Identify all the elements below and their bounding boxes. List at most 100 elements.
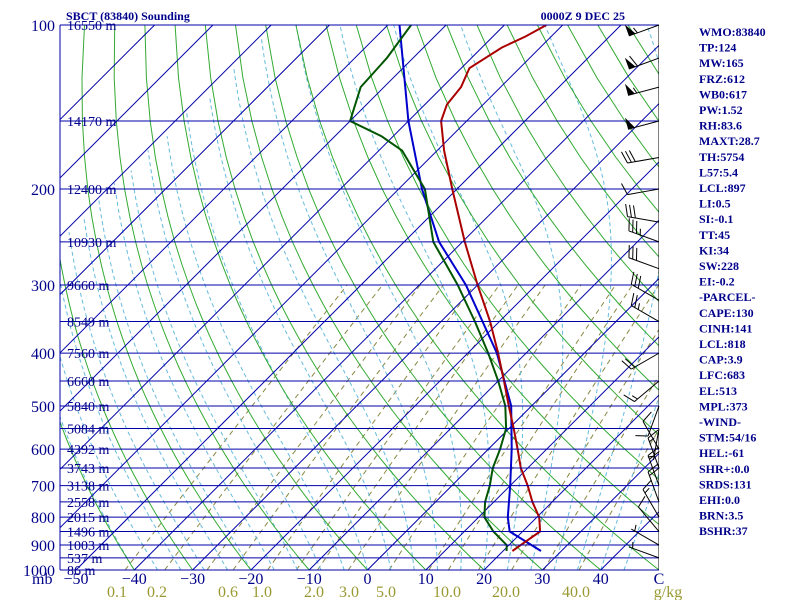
wind-barb-flag	[624, 83, 635, 96]
mixing-ratio-tick-label: 0.6	[218, 584, 238, 600]
index-entry: WB0:617	[699, 87, 747, 101]
index-entry: LCL:818	[699, 337, 746, 351]
dry-adiabat	[536, 25, 659, 213]
mixing-ratio-tick-label: 5.0	[376, 584, 396, 600]
height-label: 5840 m	[67, 400, 110, 415]
temperature-tick-label: −20	[238, 571, 263, 588]
pressure-tick-label: 700	[31, 479, 55, 496]
moist-adiabat	[98, 200, 252, 570]
mixing-ratio-line	[511, 328, 659, 570]
isotherm-line	[542, 452, 659, 570]
isotherm-line	[192, 102, 659, 570]
wind-barb-full	[642, 479, 652, 490]
wind-barb-full	[629, 55, 638, 67]
mixing-ratio-line	[317, 284, 519, 570]
index-entry: STM:54/16	[699, 431, 756, 445]
moist-adiabat	[60, 278, 182, 570]
index-entry: SRDS:131	[699, 477, 752, 491]
height-label: 3138 m	[67, 480, 110, 495]
isotherm-line	[60, 25, 447, 412]
wind-barb-full	[623, 394, 635, 402]
moist-adiabat	[460, 25, 564, 570]
wind-barb-full	[634, 295, 638, 308]
wind-barb-staff	[628, 57, 660, 70]
moist-adiabat	[113, 183, 275, 570]
mixing-ratio-tick-label: 20.0	[492, 584, 520, 600]
temperature-tick-label: 0	[364, 571, 372, 588]
index-entry: WMO:83840	[699, 25, 766, 39]
wind-barb-staff	[627, 156, 660, 164]
x-axis-unit: C	[654, 571, 665, 588]
moist-adiabat	[68, 232, 205, 570]
index-entry: -PARCEL-	[699, 290, 755, 304]
wind-barb-full	[621, 360, 632, 370]
index-entry: MAXT:28.7	[699, 134, 760, 148]
wind-barb-full	[647, 463, 659, 473]
wind-barb-staff	[631, 528, 660, 546]
index-entry: CINH:141	[699, 321, 752, 335]
temperature-tick-label: −30	[180, 571, 205, 588]
wind-barb-flag	[624, 57, 636, 70]
isotherm-line	[425, 336, 659, 570]
height-label: 16550 m	[67, 19, 117, 34]
wind-barb-full	[649, 467, 660, 476]
isotherm-line	[60, 25, 272, 237]
wind-barb-full	[630, 293, 635, 306]
pressure-tick-label: 100	[31, 18, 55, 35]
isotherm-line	[60, 25, 564, 529]
isotherm-line	[60, 25, 389, 354]
wind-barb-staff	[647, 455, 660, 486]
temperature-tick-label: −40	[122, 571, 147, 588]
wind-barb-full	[647, 429, 659, 439]
wind-barb-full	[621, 183, 628, 195]
height-label: 2558 m	[67, 496, 110, 511]
mixing-ratio-tick-label: 0.2	[147, 584, 167, 600]
mixing-ratio-tick-label: 2.0	[304, 584, 324, 600]
wind-barb-full	[638, 495, 646, 508]
dry-adiabat	[144, 25, 368, 570]
wind-barb-staff	[647, 405, 660, 437]
index-entry: SW:228	[699, 259, 739, 273]
mixing-ratio-line	[347, 284, 546, 570]
mixing-ratio-tick-label: 40.0	[562, 584, 590, 600]
wind-barb-full	[625, 203, 628, 217]
temperature-tick-label: 10	[418, 571, 434, 588]
index-entry: MPL:373	[699, 399, 748, 413]
mixing-ratio-line	[267, 284, 475, 570]
wind-barb-half	[637, 303, 640, 310]
wind-barb-staff	[647, 437, 660, 469]
wind-barb-half	[631, 395, 638, 400]
index-entry: BRN:3.5	[699, 509, 743, 523]
wind-barb-full	[624, 358, 636, 368]
temperature-tick-label: 30	[534, 571, 550, 588]
index-entry: -WIND-	[699, 415, 741, 429]
index-entry: HEL:-61	[699, 446, 744, 460]
temperature-tick-label: 20	[476, 571, 492, 588]
index-entry: TH:5754	[699, 150, 744, 164]
index-entry: KI:34	[699, 243, 729, 257]
mixing-ratio-tick-label: 3.0	[339, 584, 359, 600]
wind-barb-staff	[631, 305, 660, 322]
moist-adiabat	[544, 25, 612, 570]
wind-barb-full	[624, 150, 632, 163]
pressure-tick-label: 500	[31, 399, 55, 416]
moist-adiabat	[233, 68, 415, 570]
wind-barb-full	[629, 204, 632, 218]
wind-barb-half	[649, 437, 655, 443]
index-entry: SHR+:0.0	[699, 462, 750, 476]
height-label: 10930 m	[67, 236, 117, 251]
height-label: 4392 m	[67, 443, 110, 458]
wind-barb-full	[642, 411, 652, 422]
mixing-ratio-line	[295, 284, 500, 570]
wind-barb-flag	[624, 24, 636, 36]
wind-barb-staff	[627, 216, 660, 223]
pressure-tick-label: 1000	[23, 563, 55, 580]
height-label: 6660 m	[67, 375, 110, 390]
index-entry: MW:165	[699, 56, 744, 70]
isotherm-line	[483, 394, 659, 570]
wind-barb-staff	[634, 380, 660, 402]
temperature-trace	[440, 25, 547, 552]
isotherm-line	[308, 219, 659, 570]
height-label: 2015 m	[67, 511, 110, 526]
